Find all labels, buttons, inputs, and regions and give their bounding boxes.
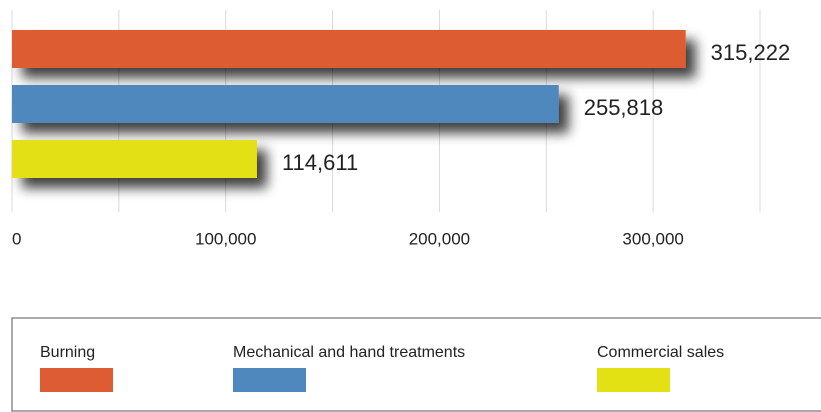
- value-label: 315,222: [711, 40, 791, 65]
- value-label: 114,611: [282, 150, 358, 175]
- x-tick-label: 200,000: [409, 229, 470, 248]
- x-tick-label: 0: [12, 229, 21, 248]
- legend-box: [11, 317, 821, 412]
- legend-label: Commercial sales: [597, 344, 724, 361]
- x-tick-label: 300,000: [622, 229, 683, 248]
- legend-swatch: [40, 368, 113, 392]
- x-tick-label: 100,000: [195, 229, 256, 248]
- legend-label: Burning: [40, 344, 95, 361]
- bar: [12, 140, 257, 178]
- bar: [12, 85, 559, 123]
- bar: [12, 30, 686, 68]
- bars: [12, 30, 686, 178]
- value-label: 255,818: [584, 95, 664, 120]
- legend-swatch: [597, 368, 670, 392]
- legend-swatch: [233, 368, 306, 392]
- legend-label: Mechanical and hand treatments: [233, 344, 465, 361]
